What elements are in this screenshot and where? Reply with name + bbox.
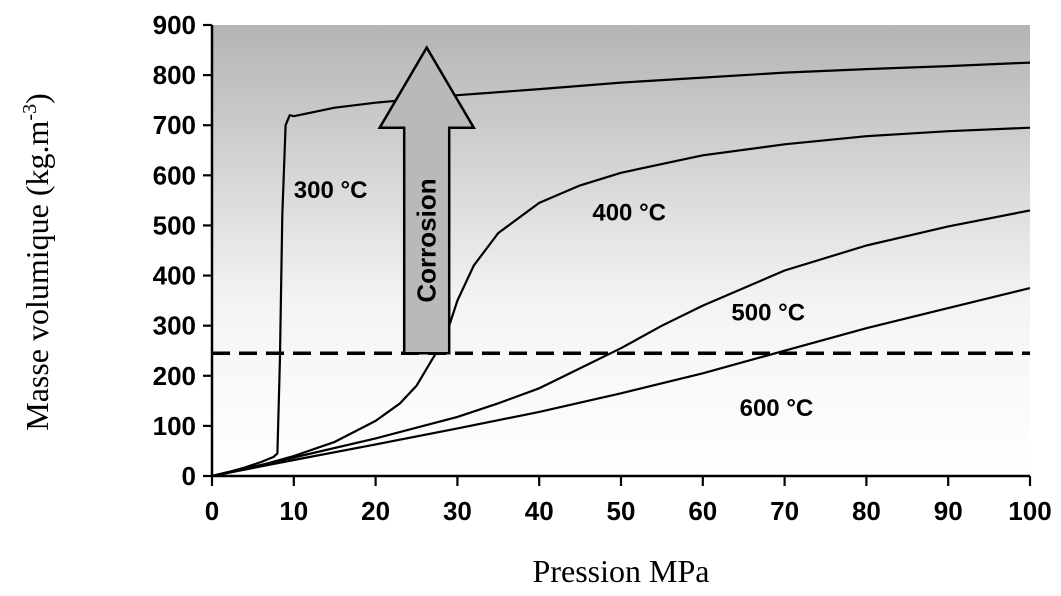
y-tick-label: 700 [153, 110, 196, 140]
y-tick-label: 200 [153, 361, 196, 391]
series-label-2: 400 °C [592, 199, 666, 226]
series-line-3 [211, 209, 1031, 478]
x-tick-label: 40 [525, 496, 554, 526]
x-tick-label: 50 [607, 496, 636, 526]
corrosion-arrow: Corrosion [377, 45, 476, 355]
series-label-1: 300 °C [294, 177, 368, 204]
corrosion-arrow-shape [377, 45, 476, 355]
y-axis-title-main: Masse volumique (kg.m [19, 120, 55, 430]
series-label-4: 600 °C [740, 395, 814, 422]
x-tick-label: 20 [361, 496, 390, 526]
x-tick-label: 0 [205, 496, 219, 526]
series-labels: 300 °C 400 °C 500 °C 600 °C [294, 177, 813, 422]
series-line-1 [211, 61, 1031, 478]
x-tick-label: 90 [934, 496, 963, 526]
x-tick-label: 70 [770, 496, 799, 526]
series-layer [211, 61, 1031, 478]
y-axis-title-close: ) [19, 93, 55, 104]
y-tick-label: 800 [153, 60, 196, 90]
x-tick-label: 80 [852, 496, 881, 526]
y-tick-label: 0 [182, 461, 196, 491]
y-tick-label: 100 [153, 411, 196, 441]
y-axis-title: Masse volumique (kg.m-3) [19, 93, 55, 431]
axes [203, 23, 1032, 486]
series-line-4 [211, 287, 1031, 478]
plot-area-background [212, 25, 1030, 476]
corrosion-arrow-label: Corrosion [412, 178, 442, 302]
x-tick-label: 100 [1008, 496, 1051, 526]
tick-labels: 0 10 20 30 40 50 60 70 80 90 100 0 100 200 300 400 500 60… [153, 10, 1052, 526]
y-tick-label: 600 [153, 160, 196, 190]
y-axis-title-superscript: -3 [19, 104, 41, 121]
y-tick-label: 400 [153, 261, 196, 291]
y-tick-label: 300 [153, 311, 196, 341]
y-tick-label: 900 [153, 10, 196, 40]
x-tick-label: 60 [688, 496, 717, 526]
x-axis-title: Pression MPa [533, 553, 710, 589]
x-tick-label: 10 [279, 496, 308, 526]
series-label-3: 500 °C [731, 300, 805, 327]
series-line-2 [211, 126, 1031, 478]
x-tick-label: 30 [443, 496, 472, 526]
y-tick-label: 500 [153, 210, 196, 240]
